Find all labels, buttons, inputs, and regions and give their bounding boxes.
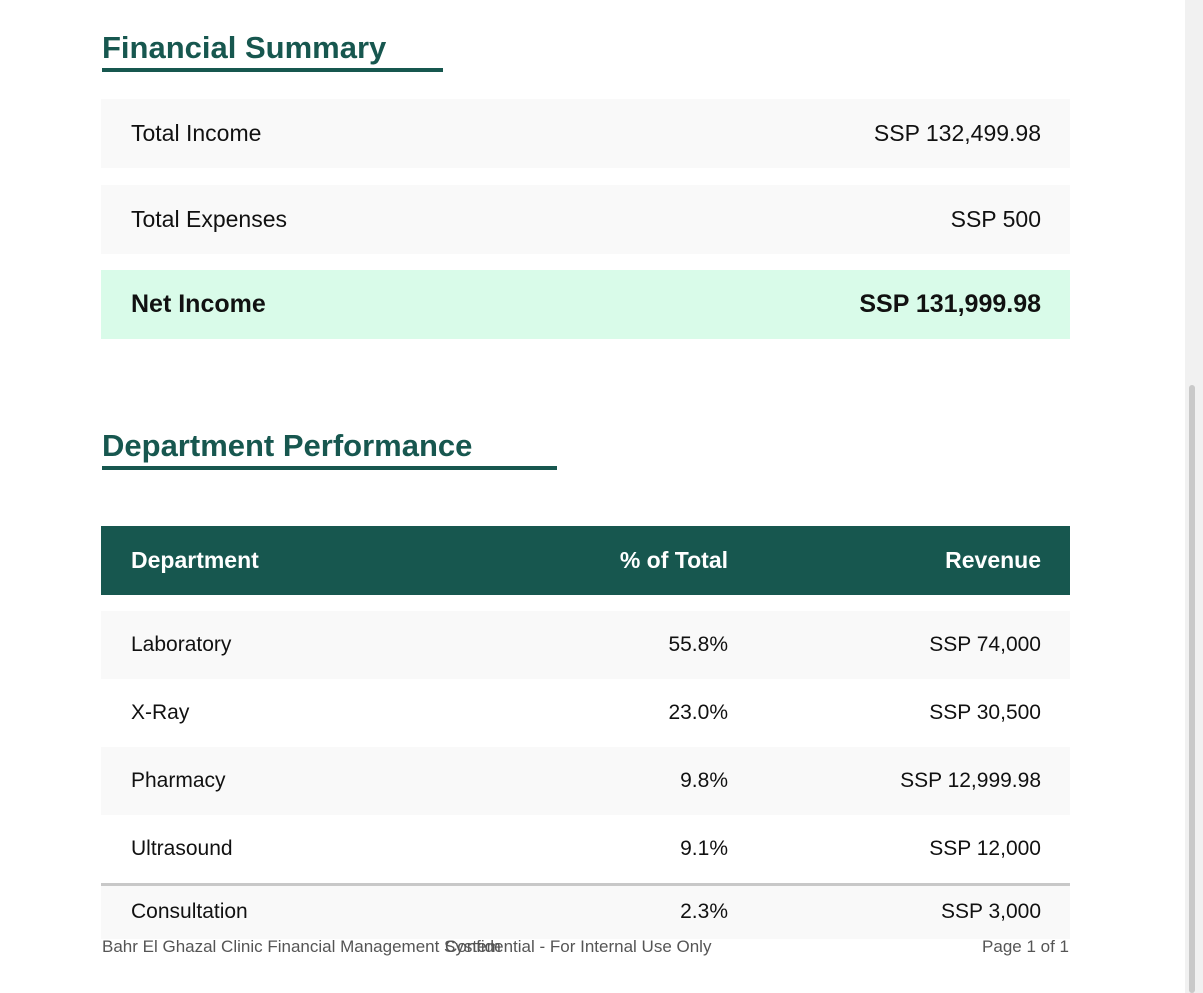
header-percent: % of Total (619, 547, 728, 573)
cell-department: X-Ray (131, 701, 190, 724)
cell-department: Consultation (131, 900, 248, 923)
summary-label: Total Expenses (131, 206, 287, 232)
summary-value: SSP 500 (950, 206, 1041, 232)
summary-label: Net Income (131, 290, 266, 318)
table-row: X-Ray 23.0% SSP 30,500 (101, 679, 1070, 747)
cell-department: Pharmacy (131, 769, 226, 792)
cell-revenue: SSP 12,000 (929, 837, 1041, 860)
footer-confidential: Confidential - For Internal Use Only (445, 937, 712, 956)
department-performance-title: Department Performance (102, 428, 557, 470)
footer-system-name: Bahr El Ghazal Clinic Financial Manageme… (102, 937, 501, 956)
table-row: Consultation 2.3% SSP 3,000 (101, 883, 1070, 939)
cell-revenue: SSP 3,000 (940, 900, 1041, 923)
summary-row-net-income: Net Income SSP 131,999.98 (101, 270, 1070, 339)
summary-label: Total Income (131, 120, 262, 146)
cell-percent: 2.3% (680, 900, 728, 923)
cell-revenue: SSP 74,000 (929, 633, 1041, 656)
cell-percent: 9.1% (680, 837, 728, 860)
page-footer: Bahr El Ghazal Clinic Financial Manageme… (102, 937, 1069, 959)
vertical-scrollbar[interactable] (1185, 0, 1203, 993)
cell-percent: 9.8% (680, 769, 728, 792)
cell-department: Laboratory (131, 633, 232, 656)
table-spacer (101, 595, 1070, 611)
table-row: Ultrasound 9.1% SSP 12,000 (101, 815, 1070, 883)
cell-revenue: SSP 12,999.98 (900, 769, 1041, 792)
department-table: Department % of Total Revenue Laboratory… (101, 526, 1070, 939)
cell-percent: 55.8% (668, 633, 728, 656)
cell-department: Ultrasound (131, 837, 233, 860)
table-header: Department % of Total Revenue (101, 526, 1070, 595)
header-department: Department (131, 547, 259, 573)
financial-summary-title: Financial Summary (102, 30, 443, 72)
summary-value: SSP 131,999.98 (859, 290, 1041, 318)
table-row: Laboratory 55.8% SSP 74,000 (101, 611, 1070, 679)
footer-page-number: Page 1 of 1 (982, 937, 1069, 956)
summary-row-total-income: Total Income SSP 132,499.98 (101, 99, 1070, 168)
summary-value: SSP 132,499.98 (873, 120, 1041, 146)
cell-revenue: SSP 30,500 (929, 701, 1041, 724)
summary-row-total-expenses: Total Expenses SSP 500 (101, 185, 1070, 254)
table-row: Pharmacy 9.8% SSP 12,999.98 (101, 747, 1070, 815)
header-revenue: Revenue (945, 547, 1041, 573)
cell-percent: 23.0% (668, 701, 728, 724)
scrollbar-thumb[interactable] (1189, 385, 1195, 993)
